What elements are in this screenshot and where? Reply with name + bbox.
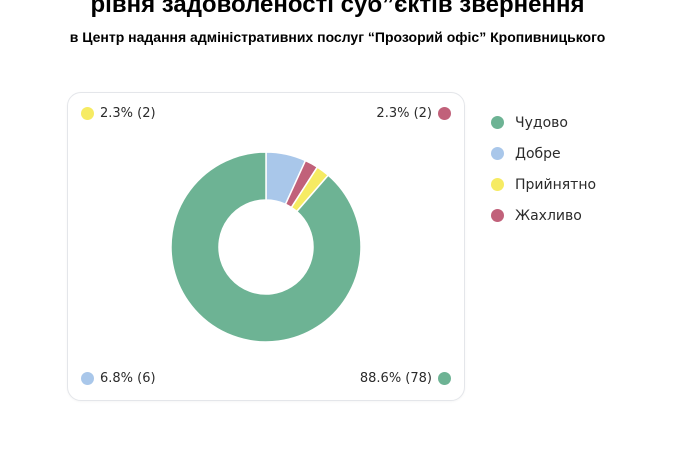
callout-dot-zhakhlyvo — [438, 107, 451, 120]
callout-label: 2.3% (2) — [376, 106, 432, 121]
callout-bottom-left: 6.8% (6) — [81, 371, 156, 386]
chart-title: рівня задоволеності суб”єктів звернення — [90, 0, 585, 18]
callout-top-left: 2.3% (2) — [81, 106, 156, 121]
chart-card: 2.3% (2) 2.3% (2) 6.8% (6) 88.6% (78) — [67, 92, 465, 401]
legend-swatch — [491, 116, 504, 129]
legend-label: Добре — [515, 145, 561, 162]
callout-label: 2.3% (2) — [100, 106, 156, 121]
legend-item-chudovo[interactable]: Чудово — [491, 107, 596, 138]
callout-dot-prijnyatno — [81, 107, 94, 120]
callout-dot-dobre — [81, 372, 94, 385]
callout-label: 6.8% (6) — [100, 371, 156, 386]
legend-swatch — [491, 209, 504, 222]
slice-chudovo[interactable] — [170, 151, 362, 343]
legend-item-dobre[interactable]: Добре — [491, 138, 596, 169]
chart-subtitle: в Центр надання адміністративних послуг … — [69, 29, 606, 45]
donut-chart — [170, 151, 362, 343]
callout-bottom-right: 88.6% (78) — [360, 371, 451, 386]
callout-label: 88.6% (78) — [359, 371, 432, 386]
callout-dot-chudovo — [438, 372, 451, 385]
legend: Чудово Добре Прийнятно Жахливо — [491, 107, 596, 231]
legend-label: Чудово — [515, 114, 568, 131]
legend-swatch — [491, 147, 504, 160]
legend-label: Жахливо — [515, 207, 582, 224]
legend-label: Прийнятно — [515, 176, 597, 193]
legend-item-prijnyatno[interactable]: Прийнятно — [491, 169, 596, 200]
callout-top-right: 2.3% (2) — [376, 106, 451, 121]
legend-item-zhakhlyvo[interactable]: Жахливо — [491, 200, 596, 231]
legend-swatch — [491, 178, 504, 191]
